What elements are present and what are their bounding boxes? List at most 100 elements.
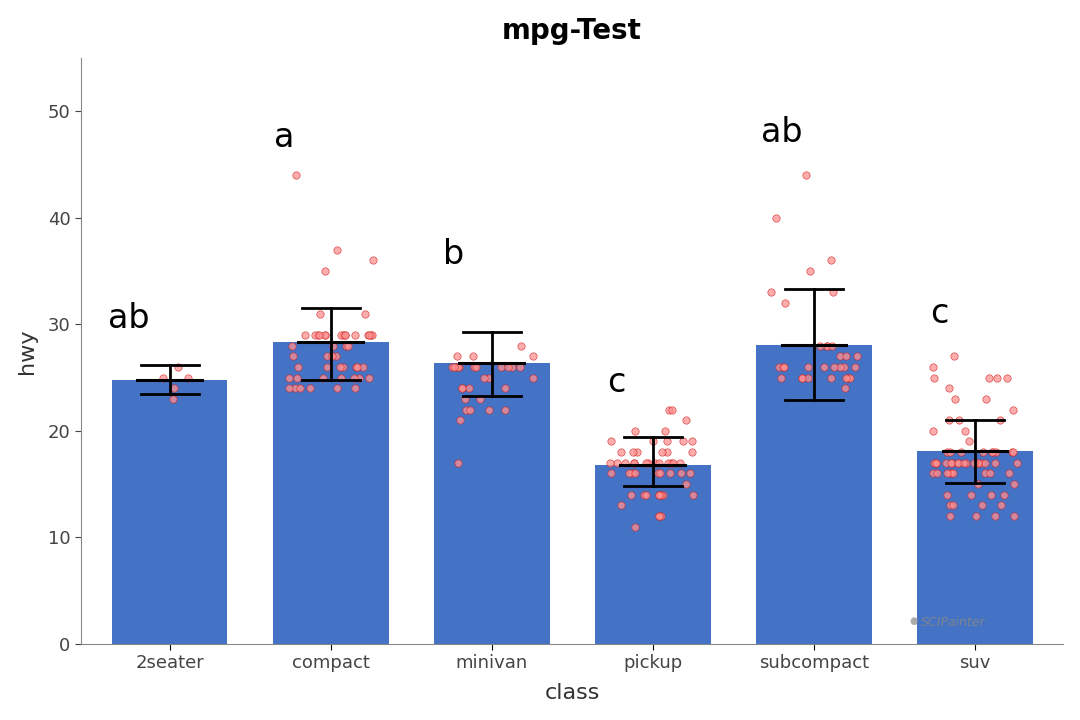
Point <box>956 425 973 436</box>
Point <box>988 372 1005 383</box>
Point <box>312 308 329 320</box>
Bar <box>111 379 228 644</box>
Point <box>635 489 652 500</box>
Point <box>937 457 955 469</box>
Text: ab: ab <box>760 116 802 148</box>
Point <box>969 478 986 490</box>
Point <box>946 393 963 405</box>
Point <box>288 372 306 383</box>
Point <box>328 351 346 362</box>
Point <box>943 457 960 469</box>
Point <box>285 351 302 362</box>
Bar <box>272 343 389 644</box>
Point <box>836 382 853 394</box>
Point <box>984 446 1001 458</box>
Point <box>832 351 849 362</box>
Point <box>626 468 644 480</box>
Point <box>1003 446 1021 458</box>
Point <box>328 382 346 394</box>
Point <box>663 404 680 415</box>
Point <box>650 489 667 500</box>
Point <box>324 351 341 362</box>
Point <box>461 404 478 415</box>
Point <box>170 361 187 373</box>
Point <box>974 446 991 458</box>
Point <box>609 457 626 469</box>
Point <box>924 425 942 436</box>
Point <box>525 372 542 383</box>
Point <box>356 308 374 320</box>
Point <box>445 361 462 373</box>
Text: b: b <box>443 238 464 271</box>
Point <box>617 457 634 469</box>
Point <box>651 468 669 480</box>
Point <box>768 212 785 224</box>
Point <box>652 510 670 522</box>
Point <box>941 510 958 522</box>
Point <box>310 329 327 341</box>
Point <box>334 361 351 373</box>
Point <box>762 287 780 298</box>
Point <box>624 446 642 458</box>
Point <box>950 415 968 426</box>
Point <box>458 404 475 415</box>
Point <box>448 361 465 373</box>
Point <box>361 329 378 341</box>
Point <box>316 329 334 341</box>
Point <box>449 457 467 469</box>
Point <box>503 361 521 373</box>
Point <box>968 457 985 469</box>
Point <box>652 489 670 500</box>
Point <box>629 446 646 458</box>
Point <box>454 382 471 394</box>
Point <box>839 372 856 383</box>
Point <box>461 382 478 394</box>
Point <box>797 169 814 181</box>
Point <box>819 340 836 351</box>
Point <box>364 329 381 341</box>
Text: ●: ● <box>909 616 918 626</box>
Point <box>625 457 643 469</box>
Point <box>638 489 656 500</box>
Point <box>651 489 669 500</box>
Point <box>284 340 301 351</box>
Point <box>801 266 819 277</box>
Point <box>837 372 854 383</box>
Text: c: c <box>930 297 948 330</box>
Point <box>165 393 183 405</box>
Point <box>939 468 956 480</box>
Point <box>333 372 350 383</box>
Point <box>949 457 967 469</box>
Point <box>924 468 942 480</box>
Point <box>650 510 667 522</box>
Point <box>941 382 958 394</box>
Point <box>824 287 841 298</box>
Point <box>332 361 349 373</box>
Point <box>359 329 376 341</box>
Point <box>448 351 465 362</box>
Bar <box>434 363 550 644</box>
Point <box>335 329 352 341</box>
Point <box>451 415 469 426</box>
Bar <box>595 465 711 644</box>
Point <box>297 329 314 341</box>
Point <box>625 457 643 469</box>
Point <box>995 489 1012 500</box>
Point <box>654 489 672 500</box>
Point <box>319 361 336 373</box>
Bar <box>917 451 1032 644</box>
Text: c: c <box>608 366 626 399</box>
Point <box>949 457 967 469</box>
Point <box>956 457 973 469</box>
Point <box>644 436 661 447</box>
Point <box>338 340 355 351</box>
Point <box>983 489 1000 500</box>
Point <box>981 372 998 383</box>
Point <box>928 457 945 469</box>
Point <box>497 382 514 394</box>
Point <box>811 340 828 351</box>
Point <box>684 446 701 458</box>
Point <box>681 468 699 480</box>
Point <box>289 361 307 373</box>
Point <box>622 489 639 500</box>
